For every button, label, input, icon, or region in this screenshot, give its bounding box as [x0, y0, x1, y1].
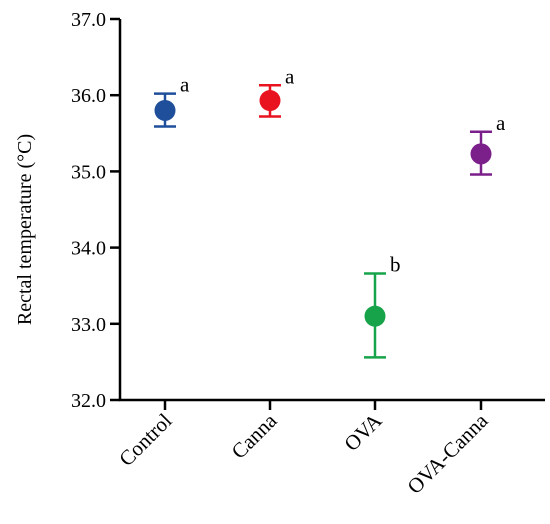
data-point-ova-canna	[470, 143, 492, 165]
x-tick-label-ova: OVA	[339, 408, 387, 456]
x-tick-label-canna: Canna	[227, 408, 282, 463]
y-tick-label: 34.0	[71, 238, 106, 260]
significance-label-control: a	[180, 73, 190, 97]
x-tick-label-control: Control	[114, 408, 176, 470]
significance-label-ova-canna: a	[496, 111, 506, 135]
y-tick-label: 32.0	[71, 390, 106, 412]
y-tick-label: 36.0	[71, 85, 106, 107]
x-tick-label-ova-canna: OVA-Canna	[402, 408, 493, 499]
significance-label-ova: b	[390, 253, 401, 277]
y-axis-label: Rectal temperature (°C)	[14, 134, 36, 325]
data-point-canna	[259, 90, 281, 112]
significance-label-canna: a	[285, 64, 295, 88]
y-tick-label: 37.0	[71, 9, 106, 31]
y-tick-label: 33.0	[71, 314, 106, 336]
data-point-ova	[364, 305, 386, 327]
data-point-control	[154, 99, 176, 121]
y-tick-label: 35.0	[71, 161, 106, 183]
marks: a a b a	[154, 64, 506, 359]
axes: 32.0 33.0 34.0 35.0 36.0 37.0 Control Canna OVA O…	[71, 9, 545, 499]
